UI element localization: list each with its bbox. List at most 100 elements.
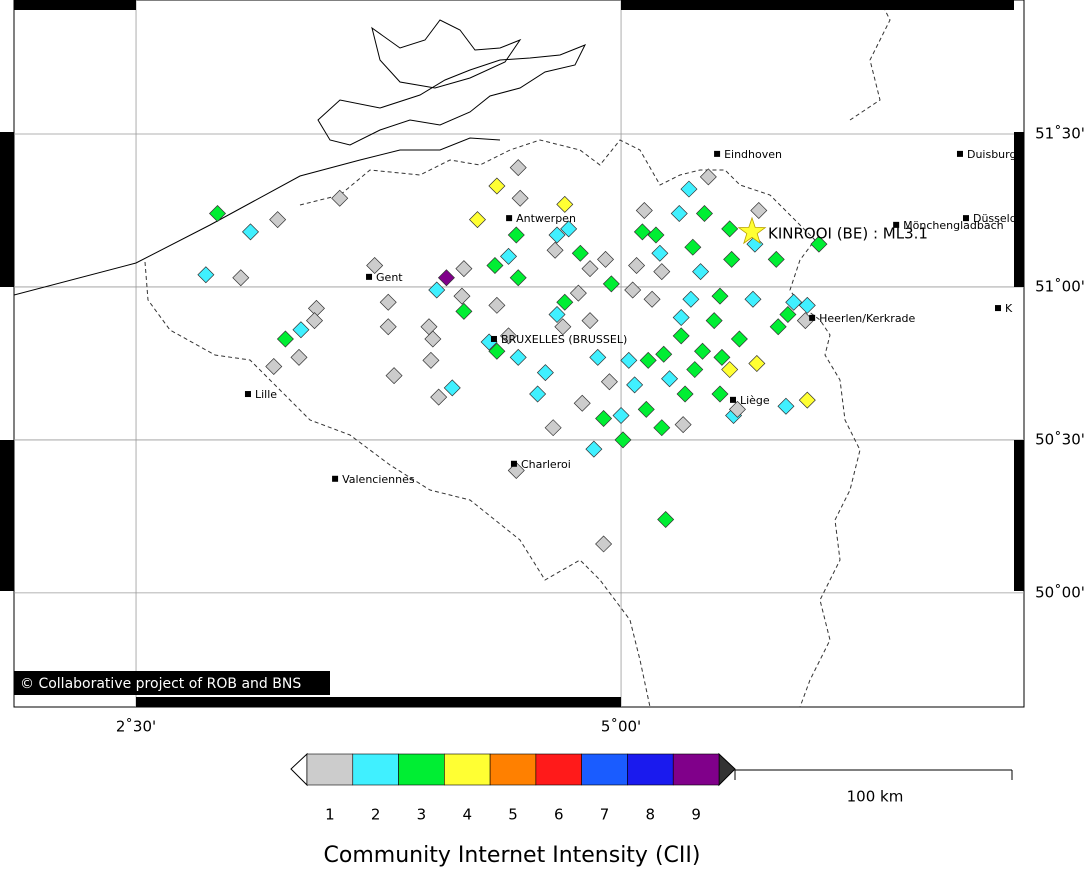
intensity-point [509, 348, 527, 366]
intensity-point [595, 410, 613, 428]
intensity-point [468, 211, 486, 229]
intensity-point [785, 293, 803, 311]
intensity-point [798, 296, 816, 314]
tick-labels: 2˚30' 5˚00' 50˚00' 50˚30' 51˚00' 51˚30' [116, 124, 1085, 735]
intensity-point [556, 195, 574, 213]
colorbar-box [352, 753, 399, 786]
intensity-point [686, 361, 704, 379]
intensity-point [430, 388, 448, 406]
intensity-point [548, 226, 566, 244]
colorbar-end [290, 752, 308, 787]
intensity-point [437, 269, 455, 287]
intensity-point [500, 247, 518, 265]
intensity-point [777, 397, 795, 415]
intensity-point [585, 440, 603, 458]
city-marker [809, 314, 816, 321]
intensity-point [612, 406, 630, 424]
intensity-point [573, 394, 591, 412]
intensity-point [488, 296, 506, 314]
frame-bars [0, 0, 1024, 707]
intensity-point [695, 205, 713, 223]
border [849, 0, 891, 121]
lat-tick-label: 50˚30' [1035, 430, 1085, 448]
intensity-point [276, 330, 294, 348]
colorbar-label: 3 [417, 806, 427, 824]
city-marker [244, 391, 251, 398]
intensity-point [265, 358, 283, 375]
estuary [317, 44, 587, 146]
intensity-point [655, 345, 673, 363]
intensity-point [711, 287, 729, 305]
intensity-point [569, 284, 587, 302]
city-label: Heerlen/Kerkrade [819, 312, 915, 325]
estuary [371, 19, 522, 89]
intensity-point [674, 416, 692, 434]
intensity-point [443, 379, 461, 397]
lat-tick-label: 51˚00' [1035, 277, 1085, 295]
colorbar-box [627, 753, 674, 786]
intensity-point [455, 260, 473, 278]
intensity-point [269, 211, 287, 229]
intensity-point [428, 281, 446, 299]
intensity-point [682, 290, 700, 308]
city-label: Eindhoven [724, 148, 782, 161]
intensity-point [647, 226, 665, 244]
city-label: K [1005, 302, 1013, 315]
intensity-point [529, 385, 547, 403]
intensity-point [653, 263, 671, 281]
colorbar-box [444, 753, 491, 786]
intensity-point [624, 281, 642, 299]
intensity-point [241, 223, 259, 241]
intensity-point [571, 244, 589, 262]
intensity-point [779, 305, 797, 323]
intensity-point [680, 180, 698, 198]
intensity-point [744, 290, 762, 308]
intensity-point [769, 318, 787, 336]
city-marker [893, 221, 900, 228]
epicenter-label: KINROOI (BE) : ML3.1 [768, 224, 928, 242]
city-label: BRUXELLES (BRUSSEL) [501, 333, 627, 346]
intensity-point [750, 201, 768, 219]
intensity-point [767, 250, 785, 268]
intensity-point [544, 419, 562, 437]
intensity-point [379, 318, 397, 336]
intensity-point [507, 226, 525, 244]
intensity-point [455, 302, 473, 320]
intensity-point [672, 309, 690, 327]
intensity-point [385, 367, 403, 385]
city-marker [995, 305, 1002, 312]
intensity-point [657, 510, 675, 528]
city-label: Duisburg [967, 148, 1017, 161]
city-marker [714, 150, 721, 157]
city-label: Mönchengladbach [903, 219, 1003, 232]
city-marker [506, 215, 513, 222]
base-layer: Eindhoven Duisburg Antwerpen Mönchengladbac… [14, 0, 1024, 707]
city-marker [510, 460, 517, 467]
city-label: Gent [376, 271, 403, 284]
intensity-point [602, 275, 620, 293]
intensity-point [694, 342, 712, 360]
legend: 100 km Community Internet Intensity (CII… [290, 752, 1013, 868]
city-marker [332, 475, 339, 482]
intensity-point [292, 321, 310, 339]
colorbar-label: 7 [600, 806, 610, 824]
lat-tick-label: 51˚30' [1035, 124, 1085, 142]
intensity-point [670, 205, 688, 223]
intensity-point [509, 269, 527, 287]
intensity-point [366, 257, 384, 275]
intensity-point [589, 348, 607, 366]
intensity-point [424, 330, 442, 348]
city-label: Valenciennes [342, 473, 415, 486]
intensity-point [422, 351, 440, 369]
city-label: Liège [740, 394, 770, 407]
coastline [14, 137, 501, 296]
intensity-point [637, 400, 655, 418]
intensity-point [639, 351, 657, 369]
intensity-point [810, 235, 828, 253]
colorbar-label: 2 [371, 806, 381, 824]
intensity-point [548, 305, 566, 323]
intensity-point [488, 177, 506, 195]
city-marker [956, 150, 963, 157]
intensity-point [197, 266, 215, 284]
intensity-point [379, 293, 397, 311]
